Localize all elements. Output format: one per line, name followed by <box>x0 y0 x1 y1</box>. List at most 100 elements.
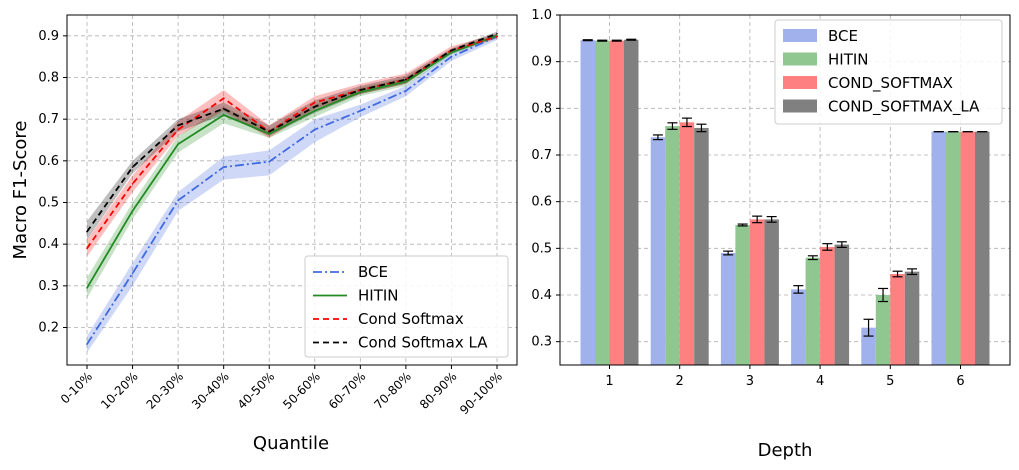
line-chart-panel: 0.2 0.3 0.4 0.5 0.6 0.7 0.8 0.9 0-10% 10-20% 20-3… <box>10 14 518 454</box>
bar-cond_softmax-depth-1 <box>609 40 624 366</box>
left-y-tick-label: 0.2 <box>38 321 59 336</box>
left-plot-frame <box>66 14 518 366</box>
right-plot-frame <box>559 14 1011 366</box>
bar-bce-depth-2 <box>650 137 666 365</box>
right-y-tick-label: 1.0 <box>531 8 552 23</box>
left-x-tick-label: 60-70% <box>326 369 369 412</box>
bar-cond_softmax-depth-6 <box>960 131 975 365</box>
left-y-ticks: 0.2 0.3 0.4 0.5 0.6 0.7 0.8 0.9 <box>38 29 67 336</box>
point-cond-softmax <box>131 182 134 185</box>
point-cond-softmax-la <box>177 124 179 127</box>
right-legend-label: BCE <box>828 27 858 45</box>
left-x-tick-label: 20-30% <box>144 369 187 412</box>
left-y-tick-label: 0.3 <box>38 279 59 294</box>
bar-hitin-depth-2 <box>665 126 680 365</box>
point-bce <box>405 90 407 92</box>
point-cond-softmax-la <box>450 49 453 52</box>
right-x-tick-label: 4 <box>816 374 824 389</box>
point-hitin <box>86 287 88 289</box>
left-x-tick-label: 90-100% <box>457 369 505 417</box>
bar-cond_softmax_la-depth-1 <box>624 39 639 365</box>
band-cond-softmax <box>87 33 497 257</box>
point-bce <box>177 199 179 202</box>
left-x-tick-label: 80-90% <box>417 369 460 412</box>
point-bce <box>268 160 271 163</box>
point-cond-softmax-la <box>359 89 362 91</box>
left-legend-box <box>304 255 509 358</box>
bar-cond_softmax-depth-5 <box>890 274 905 365</box>
right-y-tick-label: 0.8 <box>531 101 552 116</box>
left-legend: BCE HITIN Cond Softmax Cond Softmax LA <box>304 255 509 358</box>
point-bce <box>222 166 225 168</box>
left-legend-label: Cond Softmax LA <box>358 334 488 352</box>
right-x-tick-label: 5 <box>886 374 894 389</box>
right-legend-box <box>774 19 1003 125</box>
point-hitin <box>222 114 225 116</box>
bar-bce-depth-3 <box>720 253 736 365</box>
point-cond-softmax-la <box>313 105 316 108</box>
left-x-tick-label: 0-10% <box>58 369 95 406</box>
point-hitin <box>313 110 316 112</box>
point-hitin <box>450 51 453 54</box>
right-bars <box>580 39 990 366</box>
bar-hitin-depth-3 <box>735 225 750 365</box>
bar-hitin-depth-6 <box>946 131 961 365</box>
point-cond-softmax-la <box>405 78 407 81</box>
left-x-tick-label: 70-80% <box>371 369 414 412</box>
bar-chart-panel: 0.3 0.4 0.5 0.6 0.7 0.8 0.9 1.0 1 2 3 4 5 6 Depth BC… <box>531 8 1011 461</box>
point-cond-softmax <box>222 97 225 100</box>
left-y-tick-label: 0.6 <box>38 154 59 169</box>
bar-cond_softmax-depth-3 <box>749 219 765 365</box>
point-hitin <box>405 80 407 83</box>
point-bce <box>359 110 362 112</box>
right-legend-swatch <box>783 76 817 89</box>
bar-cond_softmax_la-depth-2 <box>694 127 709 365</box>
right-x-ticks: 1 2 3 4 5 6 <box>605 365 965 389</box>
point-cond-softmax <box>177 128 179 131</box>
right-legend-swatch <box>783 99 817 113</box>
bar-hitin-depth-4 <box>805 257 821 365</box>
bar-cond_softmax-depth-2 <box>679 122 695 365</box>
right-x-tick-label: 2 <box>676 374 684 389</box>
left-y-tick-label: 0.8 <box>38 71 59 86</box>
line-hitin <box>86 34 498 289</box>
left-x-tick-label: 50-60% <box>280 369 323 412</box>
right-x-tick-label: 3 <box>746 374 754 389</box>
bar-cond_softmax_la-depth-5 <box>904 271 920 365</box>
point-bce <box>86 343 88 345</box>
left-y-tick-label: 0.5 <box>38 196 59 211</box>
bar-hitin-depth-5 <box>875 295 891 365</box>
right-y-tick-label: 0.4 <box>531 288 552 303</box>
left-x-tick-label: 40-50% <box>235 369 278 412</box>
right-error-bars <box>582 38 988 337</box>
point-bce <box>450 55 453 58</box>
right-legend-label: COND_SOFTMAX_LA <box>828 98 980 117</box>
point-cond-softmax-la <box>496 32 498 35</box>
right-legend-swatch <box>783 29 817 42</box>
right-y-tick-label: 0.5 <box>531 241 552 256</box>
right-legend-label: HITIN <box>828 51 869 69</box>
right-y-tick-label: 0.6 <box>531 195 552 210</box>
point-cond-softmax <box>86 247 88 250</box>
point-hitin <box>359 91 362 93</box>
right-legend: BCE HITIN COND_SOFTMAX COND_SOFTMAX_LA <box>774 19 1003 125</box>
point-cond-softmax-la <box>268 130 271 133</box>
left-x-tick-label: 30-40% <box>189 369 232 412</box>
point-hitin <box>177 143 179 145</box>
point-bce <box>313 128 316 131</box>
left-legend-label: BCE <box>358 263 388 281</box>
left-x-ticks: 0-10% 10-20% 20-30% 30-40% 40-50% 50-60% 60-70… <box>58 365 505 417</box>
point-bce <box>131 272 134 275</box>
right-legend-label: COND_SOFTMAX <box>828 74 953 93</box>
bar-bce-depth-6 <box>931 131 946 365</box>
right-y-tick-label: 0.7 <box>531 148 552 163</box>
line-cond-softmax <box>86 35 498 249</box>
line-bce <box>86 35 498 345</box>
left-legend-label: Cond Softmax <box>358 310 464 328</box>
left-x-axis-label: Quantile <box>253 433 329 454</box>
point-hitin <box>131 210 134 212</box>
right-legend-swatch <box>783 52 817 66</box>
point-cond-softmax <box>496 35 498 38</box>
bar-hitin-depth-1 <box>595 40 610 366</box>
left-y-tick-label: 0.4 <box>38 237 59 252</box>
